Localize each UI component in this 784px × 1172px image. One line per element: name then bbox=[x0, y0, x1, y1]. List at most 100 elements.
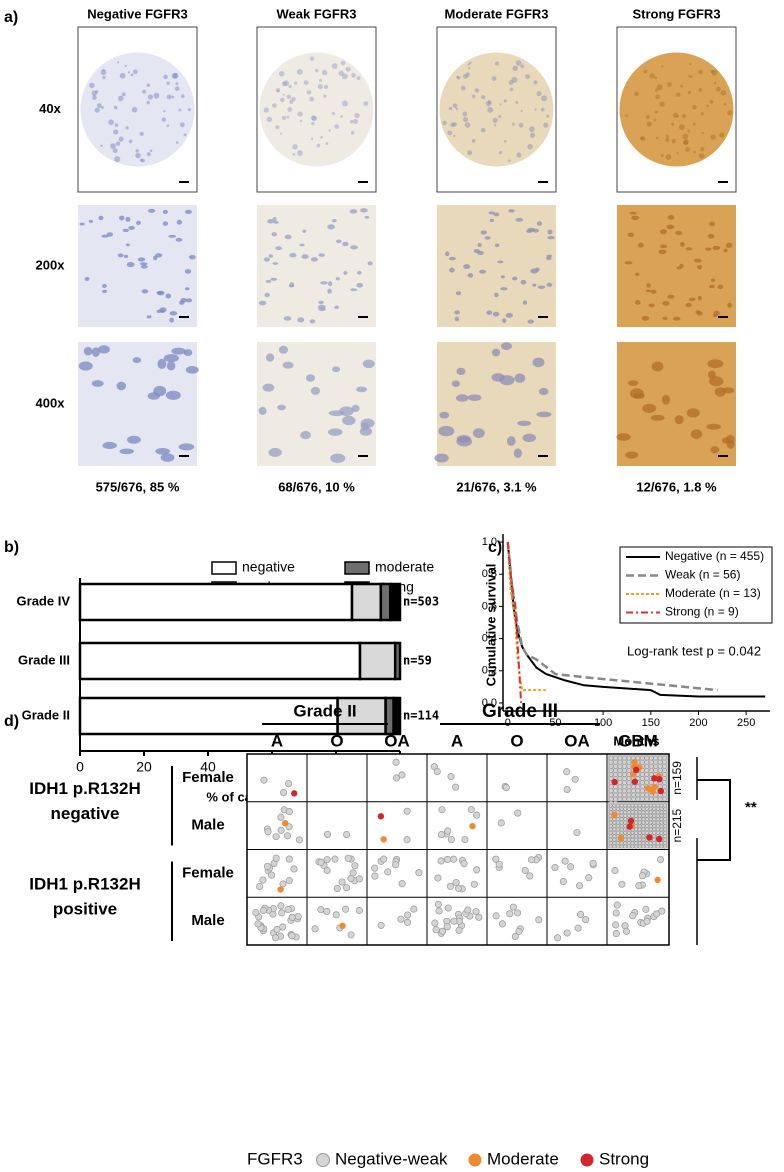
stain-speck bbox=[119, 72, 126, 79]
stain-speck bbox=[130, 73, 134, 77]
nucleus bbox=[318, 253, 325, 257]
case-dot bbox=[640, 784, 645, 790]
case-dot bbox=[663, 803, 668, 808]
nucleus bbox=[165, 390, 181, 400]
stain-speck bbox=[687, 129, 691, 133]
nucleus bbox=[616, 433, 631, 441]
case-dot bbox=[576, 882, 584, 890]
stain-speck bbox=[540, 107, 545, 112]
nucleus bbox=[679, 263, 684, 268]
case-dot bbox=[626, 784, 632, 790]
stain-speck bbox=[114, 156, 121, 163]
stain-speck bbox=[113, 129, 119, 135]
case-dot bbox=[635, 755, 641, 761]
case-dot bbox=[446, 882, 454, 890]
nucleus bbox=[506, 436, 516, 446]
nucleus bbox=[339, 406, 354, 417]
case-dot bbox=[582, 916, 590, 924]
nucleus bbox=[166, 361, 176, 371]
stain-speck bbox=[447, 130, 453, 136]
case-dot bbox=[641, 817, 646, 822]
stain-speck bbox=[135, 152, 141, 159]
stain-speck bbox=[499, 151, 503, 155]
case-dot bbox=[653, 768, 658, 773]
nucleus bbox=[515, 217, 524, 222]
tissue-core bbox=[619, 52, 734, 167]
case-dot bbox=[617, 764, 623, 769]
case-dot bbox=[637, 817, 642, 822]
stain-speck bbox=[471, 139, 476, 143]
case-dot bbox=[608, 788, 614, 794]
nucleus bbox=[171, 347, 186, 355]
case-dot bbox=[608, 830, 613, 835]
case-dot bbox=[567, 863, 575, 871]
case-dot bbox=[632, 766, 640, 774]
case-dot bbox=[612, 806, 617, 811]
case-dot bbox=[254, 920, 262, 928]
case-dot bbox=[589, 859, 597, 867]
case-dot bbox=[626, 780, 632, 785]
case-dot bbox=[285, 780, 293, 788]
case-dot bbox=[277, 886, 284, 893]
legend-label: Moderate bbox=[487, 1149, 559, 1168]
nucleus bbox=[434, 453, 449, 463]
nucleus bbox=[714, 387, 726, 397]
nucleus bbox=[79, 222, 85, 226]
case-dot bbox=[654, 876, 661, 884]
case-dot bbox=[317, 858, 325, 866]
stain-speck bbox=[682, 133, 689, 140]
nucleus bbox=[477, 243, 482, 248]
nucleus bbox=[710, 446, 720, 454]
nucleus bbox=[116, 381, 127, 391]
case-dot bbox=[384, 868, 392, 876]
stain-speck bbox=[166, 81, 170, 85]
row-label: Male bbox=[191, 817, 224, 834]
stain-speck bbox=[643, 69, 648, 74]
case-dot bbox=[521, 867, 529, 875]
image-field bbox=[437, 205, 556, 327]
case-dot bbox=[645, 844, 649, 849]
case-dot bbox=[645, 810, 649, 815]
nucleus bbox=[662, 316, 668, 320]
bar-segment bbox=[350, 582, 383, 622]
case-dot bbox=[655, 835, 663, 843]
nucleus bbox=[162, 221, 169, 226]
case-dot bbox=[492, 912, 500, 920]
case-dot bbox=[653, 759, 658, 765]
stain-speck bbox=[263, 107, 269, 113]
stain-speck bbox=[328, 129, 331, 132]
nucleus bbox=[155, 253, 163, 258]
stain-speck bbox=[701, 131, 704, 135]
nucleus bbox=[267, 219, 275, 224]
case-dot bbox=[635, 772, 641, 777]
case-dot bbox=[403, 807, 411, 815]
stain-speck bbox=[541, 95, 548, 102]
legend-swatch bbox=[211, 561, 237, 575]
nucleus bbox=[156, 309, 162, 314]
stain-speck bbox=[654, 118, 657, 122]
nucleus bbox=[297, 317, 305, 323]
case-dot bbox=[447, 835, 455, 844]
stain-speck bbox=[665, 134, 670, 138]
stain-speck bbox=[688, 75, 691, 78]
case-dot bbox=[616, 830, 620, 835]
case-dot bbox=[652, 837, 657, 842]
nucleus bbox=[723, 248, 728, 253]
stain-speck bbox=[671, 139, 676, 144]
case-dot bbox=[612, 824, 617, 828]
case-dot bbox=[622, 768, 627, 773]
stain-speck bbox=[467, 150, 473, 156]
case-dot bbox=[619, 810, 624, 815]
nucleus bbox=[449, 267, 455, 273]
case-dot bbox=[473, 811, 481, 819]
stain-speck bbox=[125, 126, 129, 130]
case-dot bbox=[626, 755, 632, 761]
case-dot bbox=[339, 922, 346, 930]
stain-speck bbox=[321, 69, 328, 76]
case-dot bbox=[649, 788, 656, 795]
image-field bbox=[257, 205, 376, 327]
case-dot bbox=[631, 784, 636, 790]
stain-speck bbox=[101, 106, 104, 109]
caption: 21/676, 3.1 % bbox=[456, 479, 537, 494]
stain-speck bbox=[516, 152, 522, 158]
